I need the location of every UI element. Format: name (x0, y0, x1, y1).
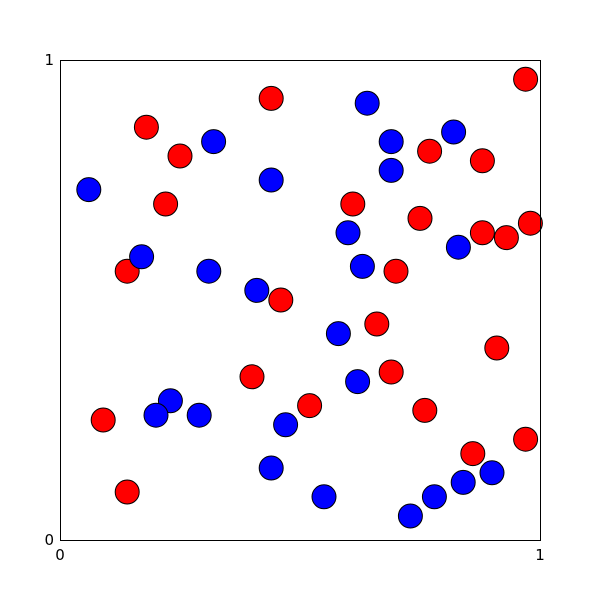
series-0-point-16 (484, 335, 510, 361)
series-0-point-15 (364, 311, 390, 337)
series-1-point-20 (311, 484, 337, 510)
series-0-point-9 (469, 220, 495, 246)
series-1-point-24 (397, 503, 423, 529)
series-0-point-6 (153, 191, 179, 217)
series-0-point-5 (469, 148, 495, 174)
series-1-point-7 (335, 220, 361, 246)
series-1-point-16 (143, 402, 169, 428)
series-0-point-4 (417, 138, 443, 164)
series-0-point-10 (493, 225, 519, 251)
series-0-point-20 (412, 397, 438, 423)
series-1-point-8 (445, 234, 471, 260)
series-0-point-11 (517, 210, 543, 236)
series-1-point-3 (201, 129, 227, 155)
plot-frame (60, 60, 541, 541)
series-0-point-21 (90, 407, 116, 433)
ticks-layer (60, 60, 541, 541)
series-1-point-14 (345, 369, 371, 395)
series-0-point-14 (268, 287, 294, 313)
series-1-point-2 (441, 119, 467, 145)
series-1-point-6 (76, 177, 102, 203)
series-1-point-12 (244, 277, 270, 303)
series-0-point-23 (513, 426, 539, 452)
x-tick-label-max: 1 (535, 546, 545, 564)
series-1-point-4 (378, 157, 404, 183)
series-1-point-10 (349, 253, 375, 279)
y-tick-label-min: 0 (44, 531, 54, 549)
y-tick-label-max: 1 (44, 51, 54, 69)
series-0-point-0 (513, 66, 539, 92)
series-0 (90, 66, 543, 505)
series-1-point-18 (273, 412, 299, 438)
series-0-point-13 (383, 258, 409, 284)
series-1-point-13 (325, 321, 351, 347)
series-1-point-5 (258, 167, 284, 193)
series-1-point-11 (196, 258, 222, 284)
series-0-point-24 (114, 479, 140, 505)
x-tick-label-min: 0 (55, 546, 65, 564)
series-0-point-18 (378, 359, 404, 385)
series-0-point-2 (133, 114, 159, 140)
series-1-point-9 (129, 244, 155, 270)
series-1-point-23 (479, 460, 505, 486)
series-0-point-22 (460, 441, 486, 467)
series-0-point-19 (297, 393, 323, 419)
series-0-point-7 (340, 191, 366, 217)
series-1-point-21 (421, 484, 447, 510)
series-1-point-1 (378, 129, 404, 155)
series-1-point-0 (354, 90, 380, 116)
points-layer (76, 66, 543, 529)
series-0-point-3 (167, 143, 193, 169)
series-0-point-17 (239, 364, 265, 390)
series-0-point-8 (407, 205, 433, 231)
series-1 (76, 90, 505, 529)
series-1-point-19 (258, 455, 284, 481)
series-1-point-17 (186, 402, 212, 428)
series-0-point-1 (258, 85, 284, 111)
series-1-point-22 (450, 469, 476, 495)
